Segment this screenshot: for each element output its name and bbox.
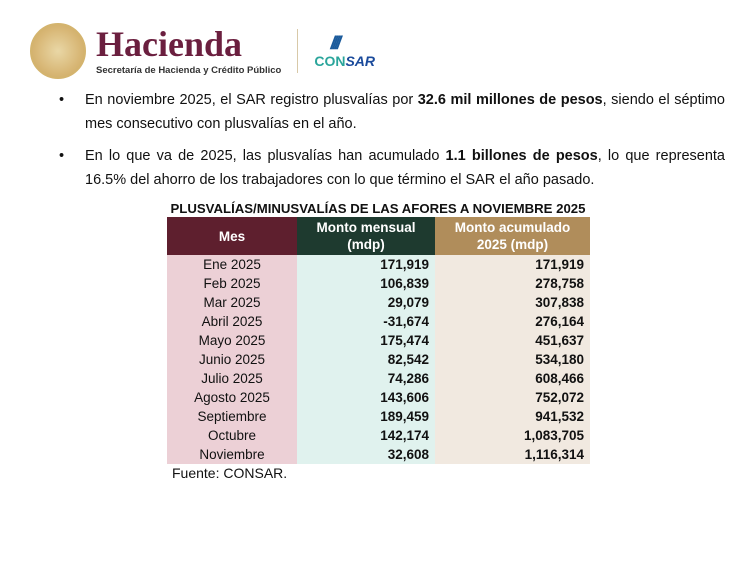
table-cell: Mar 2025 bbox=[167, 293, 297, 312]
table-cell: -31,674 bbox=[297, 312, 435, 331]
table-cell: 189,459 bbox=[297, 407, 435, 426]
table-row: Noviembre 32,608 1,116,314 bbox=[167, 445, 590, 464]
table-row: Feb 2025 106,839 278,758 bbox=[167, 274, 590, 293]
consar-text-b: SAR bbox=[345, 53, 376, 69]
table-row: Julio 2025 74,286 608,466 bbox=[167, 369, 590, 388]
table-row: Mar 2025 29,079 307,838 bbox=[167, 293, 590, 312]
plusvalias-table: Mes Monto mensual (mdp) Monto acumulado … bbox=[167, 217, 590, 464]
table-cell: 29,079 bbox=[297, 293, 435, 312]
consar-waves-icon: //// bbox=[330, 33, 341, 53]
table-cell: 1,116,314 bbox=[435, 445, 590, 464]
table-cell: 142,174 bbox=[297, 426, 435, 445]
table-cell: 534,180 bbox=[435, 350, 590, 369]
table-cell: Septiembre bbox=[167, 407, 297, 426]
table-cell: Mayo 2025 bbox=[167, 331, 297, 350]
table-cell: 175,474 bbox=[297, 331, 435, 350]
table-row: Agosto 2025 143,606 752,072 bbox=[167, 388, 590, 407]
table-row: Abril 2025 -31,674 276,164 bbox=[167, 312, 590, 331]
table-cell: 1,083,705 bbox=[435, 426, 590, 445]
table-cell: Octubre bbox=[167, 426, 297, 445]
table-cell: 307,838 bbox=[435, 293, 590, 312]
hacienda-logo-subtitle: Secretaría de Hacienda y Crédito Público bbox=[96, 65, 282, 76]
table-row: Ene 2025 171,919 171,919 bbox=[167, 255, 590, 274]
table-cell: 941,532 bbox=[435, 407, 590, 426]
bullet-item: En lo que va de 2025, las plusvalías han… bbox=[55, 144, 725, 192]
bullet-list: En noviembre 2025, el SAR registro plusv… bbox=[55, 88, 725, 192]
hacienda-logo: Hacienda Secretaría de Hacienda y Crédit… bbox=[96, 26, 281, 76]
table-row: Septiembre 189,459 941,532 bbox=[167, 407, 590, 426]
table-cell: 74,286 bbox=[297, 369, 435, 388]
source-note: Fuente: CONSAR. bbox=[172, 465, 288, 481]
bullet-item: En noviembre 2025, el SAR registro plusv… bbox=[55, 88, 725, 136]
table-section: PLUSVALÍAS/MINUSVALÍAS DE LAS AFORES A N… bbox=[158, 200, 598, 482]
table-cell: 143,606 bbox=[297, 388, 435, 407]
table-row: Octubre 142,174 1,083,705 bbox=[167, 426, 590, 445]
table-cell: 82,542 bbox=[297, 350, 435, 369]
table-cell: Noviembre bbox=[167, 445, 297, 464]
table-row: Mayo 2025 175,474 451,637 bbox=[167, 331, 590, 350]
table-cell: Agosto 2025 bbox=[167, 388, 297, 407]
table-cell: 171,919 bbox=[297, 255, 435, 274]
table-cell: 276,164 bbox=[435, 312, 590, 331]
consar-text-a: CON bbox=[314, 53, 346, 69]
hacienda-logo-text: Hacienda bbox=[96, 24, 243, 64]
table-cell: 278,758 bbox=[435, 274, 590, 293]
table-cell: 32,608 bbox=[297, 445, 435, 464]
table-cell: 106,839 bbox=[297, 274, 435, 293]
logo-divider bbox=[297, 29, 299, 73]
table-cell: Ene 2025 bbox=[167, 255, 297, 274]
header-monto-mensual: Monto mensual (mdp) bbox=[297, 217, 435, 255]
table-cell: Julio 2025 bbox=[167, 369, 297, 388]
table-cell: 451,637 bbox=[435, 331, 590, 350]
table-cell: Abril 2025 bbox=[167, 312, 297, 331]
table-cell: 608,466 bbox=[435, 369, 590, 388]
header-monto-acumulado: Monto acumulado 2025 (mdp) bbox=[435, 217, 590, 255]
table-cell: Feb 2025 bbox=[167, 274, 297, 293]
mexico-seal-icon bbox=[30, 23, 86, 79]
table-cell: 752,072 bbox=[435, 388, 590, 407]
table-title: PLUSVALÍAS/MINUSVALÍAS DE LAS AFORES A N… bbox=[170, 201, 586, 216]
header-mes: Mes bbox=[167, 217, 297, 255]
table-row: Junio 2025 82,542 534,180 bbox=[167, 350, 590, 369]
page-header: Hacienda Secretaría de Hacienda y Crédit… bbox=[0, 0, 750, 82]
table-cell: Junio 2025 bbox=[167, 350, 297, 369]
table-cell: 171,919 bbox=[435, 255, 590, 274]
consar-logo: //// CONSAR bbox=[314, 33, 375, 69]
